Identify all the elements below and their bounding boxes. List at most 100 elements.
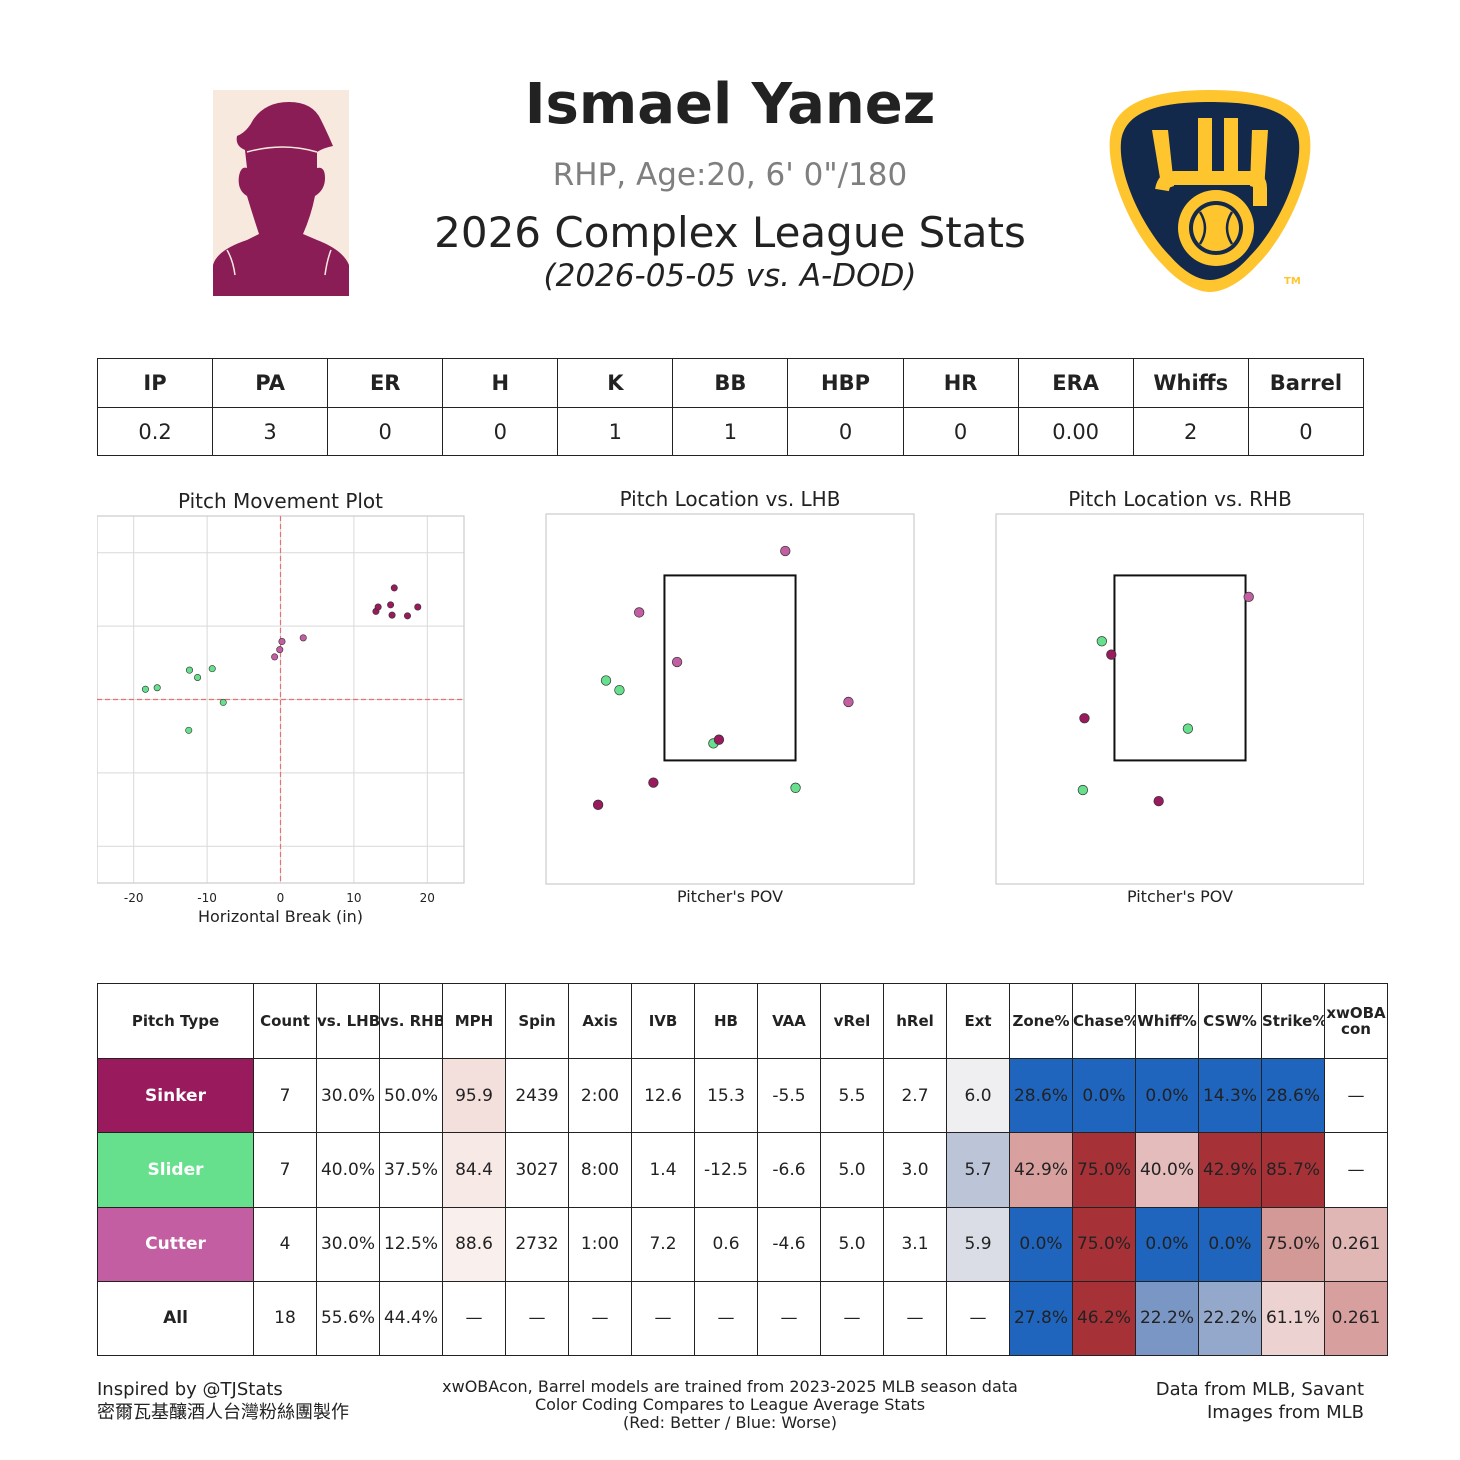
- pitch-table-header-cell: Chase%: [1072, 983, 1136, 1059]
- strike-zone: [1113, 574, 1247, 762]
- pitch-table-header-cell: vRel: [820, 983, 884, 1059]
- pitch-metric-cell: —: [568, 1280, 632, 1357]
- movement-point-slider: [185, 666, 193, 674]
- summary-value-cell: 1: [672, 407, 789, 456]
- pitch-metric-cell: 5.0: [820, 1132, 884, 1208]
- movement-point-slider: [208, 665, 216, 673]
- summary-value-cell: 0: [442, 407, 559, 456]
- location-point-slider: [600, 675, 612, 686]
- pitch-metric-cell: 42.9%: [1009, 1132, 1073, 1208]
- location-point-sinker: [713, 734, 725, 745]
- footer-maker: 密爾瓦基釀酒人台灣粉絲團製作: [97, 1402, 349, 1423]
- pitch-metric-cell: 12.5%: [379, 1206, 443, 1282]
- pitch-metric-cell: 0.261: [1324, 1206, 1388, 1282]
- x-tick-label: 0: [277, 891, 285, 905]
- pitch-metric-cell: 5.7: [946, 1132, 1010, 1208]
- pitch-metric-cell: 75.0%: [1072, 1206, 1136, 1282]
- pitch-metric-cell: 4: [253, 1206, 317, 1282]
- pitch-metric-cell: 50.0%: [379, 1057, 443, 1134]
- summary-header-cell: HR: [902, 358, 1019, 408]
- pitch-metric-cell: -5.5: [757, 1057, 821, 1134]
- pitch-row-all: All 18 55.6% 44.4% — — — — — — — — —27.8% 46.2% 22.2% 2…: [97, 1280, 1388, 1357]
- pitch-metric-cell: 2.7: [883, 1057, 947, 1134]
- summary-header-cell: HBP: [787, 358, 904, 408]
- pitch-row-slider: Slider 7 40.0% 37.5% 84.4 3027 8:00 1.4 -12.5 -6.…: [97, 1132, 1388, 1208]
- movement-point-sinker: [403, 612, 411, 620]
- player-name: Ismael Yanez: [524, 72, 936, 137]
- pitch-table-header-cell: vs. RHB: [379, 983, 443, 1059]
- movement-point-cutter: [271, 653, 279, 661]
- pitch-metric-cell: 40.0%: [1135, 1132, 1199, 1208]
- location-point-sinker: [592, 799, 604, 810]
- pitch-metric-cell: —: [505, 1280, 569, 1357]
- movement-point-slider: [185, 726, 193, 734]
- location-point-cutter: [843, 696, 854, 708]
- location-point-sinker: [1153, 795, 1164, 807]
- pitch-metric-cell: 7: [253, 1132, 317, 1208]
- pitch-table-header-cell: Zone%: [1009, 983, 1073, 1059]
- pitch-metric-cell: 88.6: [442, 1206, 506, 1282]
- pitch-row-cutter: Cutter 4 30.0% 12.5% 88.6 2732 1:00 7.2 0.6 -4.6 5…: [97, 1206, 1388, 1282]
- location-point-sinker: [648, 777, 659, 788]
- pitch-metric-cell: 75.0%: [1072, 1132, 1136, 1208]
- footer-color-note: Color Coding Compares to League Average …: [534, 1395, 926, 1414]
- footer-color-legend: (Red: Better / Blue: Worse): [622, 1413, 838, 1432]
- movement-point-sinker: [388, 611, 396, 619]
- summary-value-cell: 1: [557, 407, 674, 456]
- player-bio: RHP, Age:20, 6' 0"/180: [552, 157, 908, 193]
- summary-value-cell: 0: [787, 407, 904, 456]
- location-point-slider: [1077, 784, 1089, 796]
- x-tick-label: 20: [420, 891, 435, 905]
- pitch-metric-cell: 6.0: [946, 1057, 1010, 1134]
- pitch-metric-cell: —: [883, 1280, 947, 1357]
- x-tick-label: 10: [346, 891, 361, 905]
- x-axis-label: Pitcher's POV: [1127, 887, 1233, 906]
- pitch-row-sinker: Sinker 7 30.0% 50.0% 95.9 2439 2:00 12.6 15.3 -5.…: [97, 1057, 1388, 1134]
- pitch-table-header-cell: Pitch Type: [97, 983, 254, 1059]
- movement-point-sinker: [414, 603, 422, 611]
- pitch-type-cell: Cutter: [97, 1206, 254, 1282]
- pitch-metric-cell: 28.6%: [1261, 1057, 1325, 1134]
- location-point-slider: [1096, 636, 1107, 647]
- pitch-metric-cell: —: [946, 1280, 1010, 1357]
- summary-value-cell: 0: [327, 407, 444, 456]
- logo-trademark: TM: [1284, 276, 1301, 287]
- pitch-metric-cell: 22.2%: [1198, 1280, 1262, 1357]
- pitch-table-header-cell: Axis: [568, 983, 632, 1059]
- summary-value-cell: 0.2: [96, 407, 214, 456]
- team-logo: TM: [1104, 86, 1316, 298]
- pitch-table-header-cell: CSW%: [1198, 983, 1262, 1059]
- pitch-metric-cell: 0.261: [1324, 1280, 1388, 1357]
- location-point-cutter: [634, 607, 645, 618]
- pitch-metric-cell: 22.2%: [1135, 1280, 1199, 1357]
- movement-point-slider: [153, 684, 161, 692]
- summary-value-cell: 0: [1247, 407, 1365, 456]
- x-tick-label: -10: [197, 891, 217, 905]
- pitch-metric-cell: 0.0%: [1198, 1206, 1262, 1282]
- plot-title: Pitch Location vs. LHB: [620, 487, 841, 511]
- pitch-metric-cell: —: [757, 1280, 821, 1357]
- pitch-metric-cell: 61.1%: [1261, 1280, 1325, 1357]
- pitch-table-header-cell: Count: [253, 983, 317, 1059]
- movement-point-sinker: [387, 601, 395, 609]
- movement-point-cutter: [299, 634, 307, 642]
- plot-title: Pitch Movement Plot: [178, 489, 383, 513]
- pitch-table-header-cell: Spin: [505, 983, 569, 1059]
- pitch-metric-cell: —: [694, 1280, 758, 1357]
- player-headshot: [213, 90, 349, 296]
- summary-header-cell: PA: [212, 358, 329, 408]
- pitch-metric-cell: 30.0%: [316, 1206, 380, 1282]
- pitch-metric-cell: 0.6: [694, 1206, 758, 1282]
- summary-value-cell: 2: [1132, 407, 1249, 456]
- footer-data-source: Data from MLB, Savant: [1155, 1379, 1364, 1400]
- plot-title: Pitch Location vs. RHB: [1068, 487, 1292, 511]
- pitch-table-header-cell: VAA: [757, 983, 821, 1059]
- pitch-metric-cell: 27.8%: [1009, 1280, 1073, 1357]
- pitch-table-header-cell: vs. LHB: [316, 983, 380, 1059]
- pitch-table-header-row: Pitch Type Count vs. LHB vs. RHB MPH Spin Axis…: [97, 983, 1388, 1059]
- footer-inspired: Inspired by @TJStats: [97, 1379, 283, 1400]
- pitch-metrics-table: Pitch Type Count vs. LHB vs. RHB MPH Spin Axis…: [97, 983, 1388, 1357]
- pitch-type-cell: All: [97, 1280, 254, 1357]
- pitch-metric-cell: 1.4: [631, 1132, 695, 1208]
- pitch-metric-cell: 46.2%: [1072, 1280, 1136, 1357]
